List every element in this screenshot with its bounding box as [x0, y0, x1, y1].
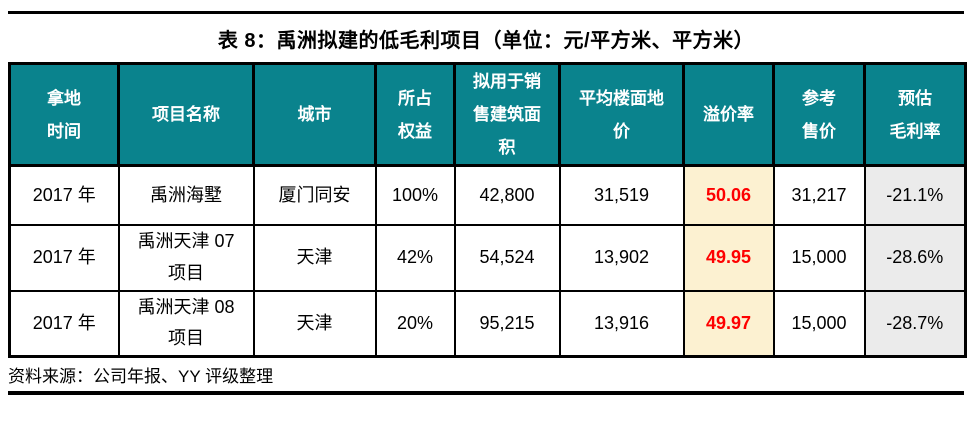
cell-city: 天津 [252, 223, 377, 292]
header-row: 拿地 时间 项目名称 城市 所占 权益 拟用于销 售建筑面 积 平均楼面地 价 … [8, 61, 967, 168]
cell-reference-price: 31,217 [772, 164, 866, 226]
col-header-premium-rate: 溢价率 [682, 61, 775, 168]
cell-equity: 42% [374, 223, 456, 292]
col-header-sale-area: 拟用于销 售建筑面 积 [453, 61, 561, 168]
table-row: 2017 年 禹洲天津 07 项目 天津 42% 54,524 13,902 4… [8, 223, 967, 292]
cell-reference-price: 15,000 [772, 289, 866, 358]
cell-land-date: 2017 年 [8, 289, 120, 358]
cell-premium-rate: 49.95 [682, 223, 775, 292]
cell-gross-margin: -21.1% [863, 164, 967, 226]
cell-floor-price: 13,916 [558, 289, 685, 358]
low-margin-projects-table: 拿地 时间 项目名称 城市 所占 权益 拟用于销 售建筑面 积 平均楼面地 价 … [8, 61, 967, 358]
title-bar: 表 8：禹洲拟建的低毛利项目（单位：元/平方米、平方米） [8, 14, 964, 62]
col-header-project-name: 项目名称 [117, 61, 255, 168]
cell-equity: 100% [374, 164, 456, 226]
cell-reference-price: 15,000 [772, 223, 866, 292]
col-header-land-date: 拿地 时间 [8, 61, 120, 168]
cell-gross-margin: -28.7% [863, 289, 967, 358]
cell-equity: 20% [374, 289, 456, 358]
table-row: 2017 年 禹洲海墅 厦门同安 100% 42,800 31,519 50.0… [8, 164, 967, 226]
cell-floor-price: 31,519 [558, 164, 685, 226]
cell-gross-margin: -28.6% [863, 223, 967, 292]
col-header-city: 城市 [252, 61, 377, 168]
source-note: 资料来源：公司年报、YY 评级整理 [8, 366, 274, 386]
table-row: 2017 年 禹洲天津 08 项目 天津 20% 95,215 13,916 4… [8, 289, 967, 358]
col-header-reference-price: 参考 售价 [772, 61, 866, 168]
cell-project-name: 禹洲海墅 [117, 164, 255, 226]
report-page: 表 8：禹洲拟建的低毛利项目（单位：元/平方米、平方米） 拿地 时间 项目名称 … [0, 11, 973, 423]
top-divider [8, 11, 964, 14]
cell-land-date: 2017 年 [8, 164, 120, 226]
cell-premium-rate: 50.06 [682, 164, 775, 226]
cell-sale-area: 95,215 [453, 289, 561, 358]
col-header-floor-price: 平均楼面地 价 [558, 61, 685, 168]
cell-project-name: 禹洲天津 08 项目 [117, 289, 255, 358]
cell-sale-area: 54,524 [453, 223, 561, 292]
cell-project-name: 禹洲天津 07 项目 [117, 223, 255, 292]
bottom-divider [8, 390, 964, 395]
footer-bar: 资料来源：公司年报、YY 评级整理 [8, 358, 964, 391]
cell-sale-area: 42,800 [453, 164, 561, 226]
col-header-equity: 所占 权益 [374, 61, 456, 168]
cell-premium-rate: 49.97 [682, 289, 775, 358]
cell-city: 天津 [252, 289, 377, 358]
cell-land-date: 2017 年 [8, 223, 120, 292]
col-header-gross-margin: 预估 毛利率 [863, 61, 967, 168]
cell-city: 厦门同安 [252, 164, 377, 226]
cell-floor-price: 13,902 [558, 223, 685, 292]
table-title: 表 8：禹洲拟建的低毛利项目（单位：元/平方米、平方米） [217, 29, 755, 52]
